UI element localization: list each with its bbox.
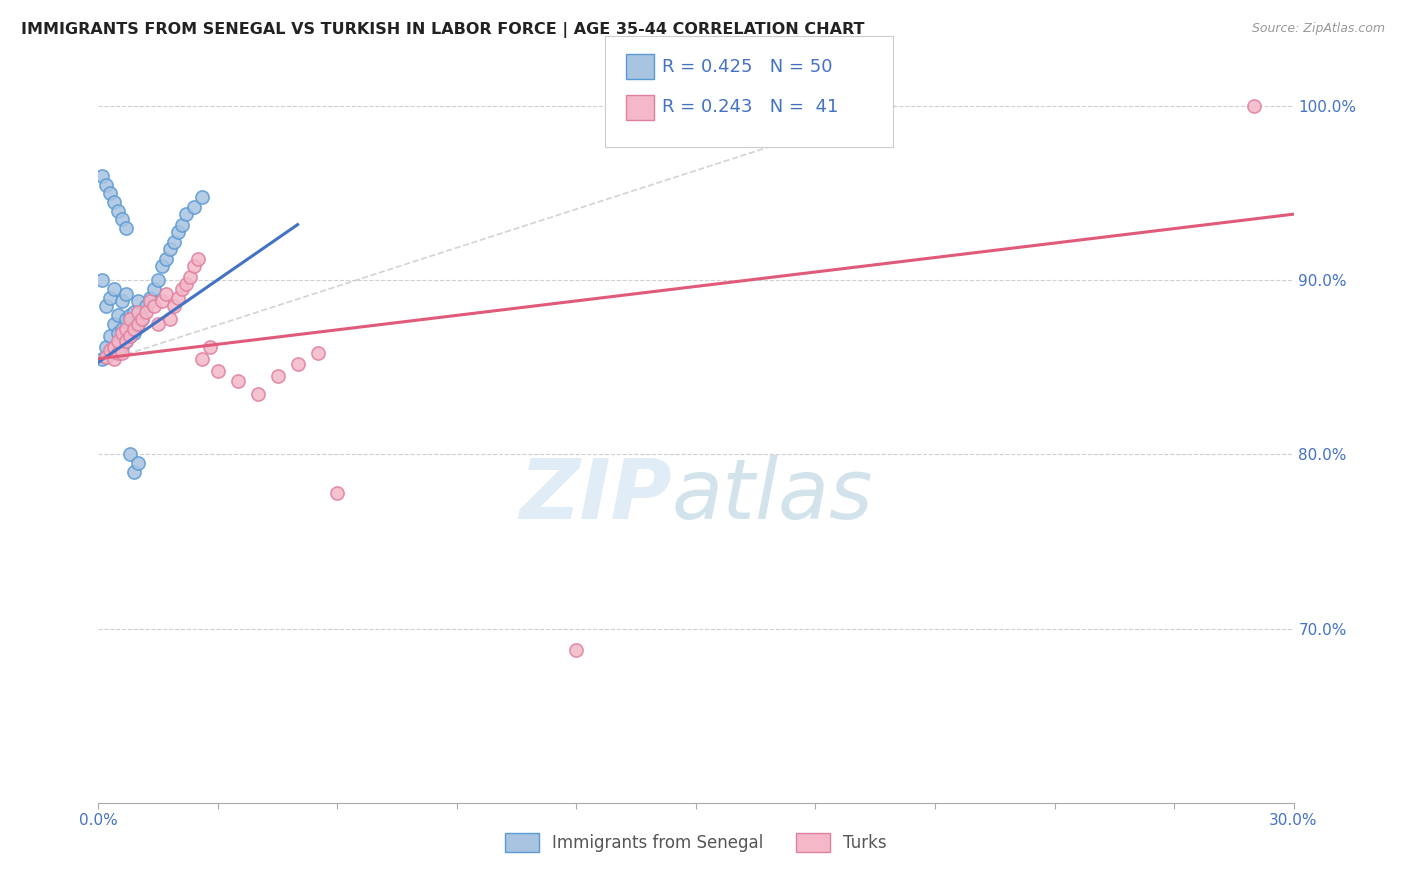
Point (127, 317, 149, 331)
Point (135, 304, 157, 318)
Point (150, 294, 173, 309)
Point (96, 350, 118, 364)
Point (115, 311, 138, 326)
Point (267, 369, 290, 384)
Point (326, 485, 349, 500)
Point (115, 334, 138, 349)
Point (191, 351, 214, 366)
Point (172, 218, 194, 232)
Point (115, 287, 138, 301)
Point (124, 326, 146, 340)
Point (107, 203, 129, 218)
Point (246, 386, 269, 401)
Text: ZIP: ZIP (519, 455, 672, 536)
Text: R = 0.243   N =  41: R = 0.243 N = 41 (662, 98, 838, 116)
Point (107, 334, 129, 349)
Point (287, 357, 309, 371)
Point (155, 287, 177, 301)
Point (143, 300, 166, 314)
Point (198, 339, 221, 353)
Point (159, 311, 181, 326)
Point (124, 465, 146, 479)
Text: atlas: atlas (672, 455, 873, 536)
Point (226, 375, 249, 389)
Point (120, 329, 142, 343)
Point (307, 346, 329, 360)
Point (98, 346, 122, 360)
Point (96, 178, 118, 192)
Point (91, 273, 114, 287)
Point (148, 317, 170, 331)
Point (120, 329, 142, 343)
Point (174, 207, 197, 221)
Point (163, 300, 186, 314)
Point (107, 326, 129, 340)
Point (111, 322, 134, 336)
Point (183, 260, 205, 274)
Point (98, 291, 122, 305)
Point (150, 260, 173, 274)
Point (174, 277, 197, 291)
Point (135, 300, 157, 314)
Point (115, 221, 138, 235)
Text: R = 0.425   N = 50: R = 0.425 N = 50 (662, 58, 832, 76)
Point (187, 252, 209, 267)
Point (120, 311, 142, 326)
Point (103, 282, 125, 296)
Text: Source: ZipAtlas.com: Source: ZipAtlas.com (1251, 22, 1385, 36)
Point (107, 346, 129, 360)
Point (111, 294, 134, 309)
Point (172, 282, 194, 296)
Text: IMMIGRANTS FROM SENEGAL VS TURKISH IN LABOR FORCE | AGE 35-44 CORRELATION CHART: IMMIGRANTS FROM SENEGAL VS TURKISH IN LA… (21, 22, 865, 38)
Point (155, 252, 177, 267)
Point (565, 642, 588, 657)
Point (111, 346, 134, 360)
Point (103, 343, 125, 357)
Point (98, 186, 122, 201)
Point (120, 448, 142, 462)
Point (107, 346, 129, 360)
Point (111, 212, 134, 227)
Point (167, 225, 190, 239)
Point (96, 350, 118, 364)
Point (98, 343, 122, 357)
Point (1243, 99, 1265, 113)
Point (103, 194, 125, 209)
Point (120, 308, 142, 322)
Point (115, 322, 138, 336)
Point (124, 304, 146, 318)
Point (96, 300, 118, 314)
Point (98, 329, 122, 343)
Point (139, 291, 162, 305)
Point (191, 190, 214, 204)
Point (127, 317, 149, 331)
Point (127, 304, 149, 318)
Point (103, 339, 125, 353)
Point (159, 242, 181, 256)
Point (124, 322, 146, 336)
Point (107, 308, 129, 322)
Point (91, 351, 114, 366)
Point (143, 282, 166, 296)
Point (207, 364, 229, 378)
Point (103, 351, 125, 366)
Point (131, 311, 153, 326)
Point (131, 311, 153, 326)
Point (139, 294, 162, 309)
Point (163, 235, 186, 249)
Point (96, 339, 118, 353)
Point (111, 339, 134, 353)
Point (167, 291, 190, 305)
Point (179, 269, 201, 284)
Point (183, 200, 205, 214)
Point (127, 456, 149, 470)
Point (103, 317, 125, 331)
Legend: Immigrants from Senegal, Turks: Immigrants from Senegal, Turks (496, 824, 896, 860)
Point (127, 294, 149, 309)
Point (148, 273, 170, 287)
Point (115, 334, 138, 349)
Point (91, 169, 114, 183)
Point (111, 326, 134, 340)
